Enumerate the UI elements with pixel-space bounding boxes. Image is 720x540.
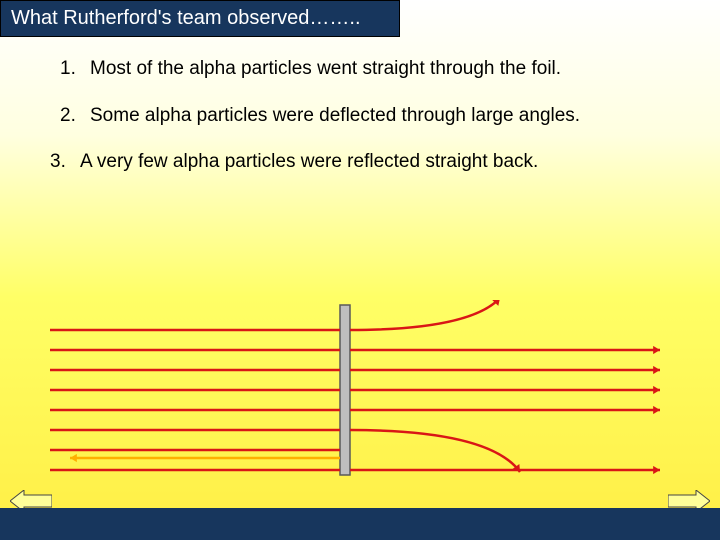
item-number: 3. bbox=[50, 150, 70, 175]
slide: What Rutherford's team observed…….. 1. M… bbox=[0, 0, 720, 540]
item-text: Most of the alpha particles went straigh… bbox=[90, 57, 670, 82]
title-bar: What Rutherford's team observed…….. bbox=[0, 0, 400, 37]
content-area: 1. Most of the alpha particles went stra… bbox=[0, 37, 720, 175]
list-item: 1. Most of the alpha particles went stra… bbox=[60, 57, 670, 82]
item-number: 1. bbox=[60, 57, 80, 82]
footer-bar bbox=[0, 508, 720, 540]
list-item: 3. A very few alpha particles were refle… bbox=[50, 150, 670, 175]
item-number: 2. bbox=[60, 104, 80, 129]
rutherford-diagram bbox=[40, 300, 680, 500]
item-text: Some alpha particles were deflected thro… bbox=[90, 104, 670, 129]
item-text: A very few alpha particles were reflecte… bbox=[80, 150, 670, 175]
list-item: 2. Some alpha particles were deflected t… bbox=[60, 104, 670, 129]
slide-title: What Rutherford's team observed…….. bbox=[11, 7, 361, 29]
